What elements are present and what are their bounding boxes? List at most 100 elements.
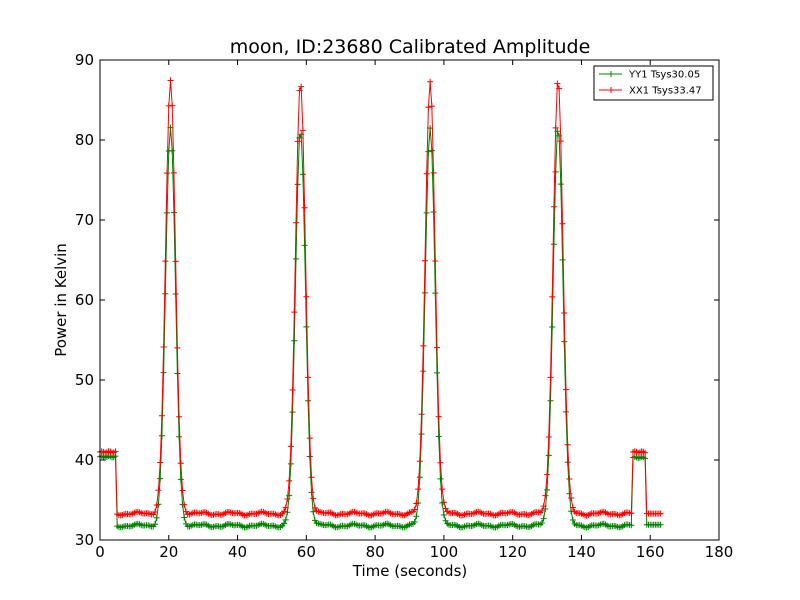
data-point: [568, 508, 575, 515]
data-point: [296, 87, 303, 94]
data-point: [562, 386, 569, 393]
data-point: [289, 386, 296, 393]
data-point: [310, 508, 317, 515]
data-point: [306, 435, 313, 442]
x-axis-label: Time (seconds): [352, 562, 468, 580]
data-point: [435, 413, 442, 420]
y-tick-label: 60: [75, 291, 94, 309]
x-tick-label: 20: [159, 543, 178, 561]
data-point: [544, 471, 551, 478]
data-point: [418, 431, 425, 438]
legend-entry: YY1 Tsys30.05: [628, 70, 700, 81]
data-point: [442, 505, 449, 512]
data-point: [556, 85, 563, 92]
data-point: [428, 103, 435, 110]
data-point: [160, 344, 167, 351]
data-point: [430, 169, 437, 176]
data-point: [112, 448, 119, 455]
data-point: [545, 452, 552, 459]
data-point: [554, 80, 561, 87]
plot-area: [97, 77, 664, 531]
data-point: [181, 501, 188, 508]
data-point: [547, 397, 554, 404]
data-point: [301, 242, 308, 249]
legend-marker: [608, 87, 614, 93]
data-point: [299, 171, 306, 178]
legend-box: [593, 65, 714, 101]
x-tick-label: 160: [636, 543, 665, 561]
data-point: [152, 521, 159, 528]
data-point: [559, 220, 566, 227]
data-point: [294, 181, 301, 188]
data-point: [561, 338, 568, 345]
data-point: [305, 397, 312, 404]
data-point: [287, 443, 294, 450]
data-point: [170, 169, 177, 176]
data-point: [421, 289, 428, 296]
data-point: [628, 522, 635, 529]
x-tick-label: 80: [366, 543, 385, 561]
data-point: [291, 309, 298, 316]
data-point: [432, 257, 439, 264]
data-point: [308, 474, 315, 481]
data-point: [153, 502, 160, 509]
data-point: [552, 168, 559, 175]
data-point: [174, 370, 181, 377]
y-tick-label: 70: [75, 211, 94, 229]
series-xx1: [97, 77, 664, 519]
data-point: [540, 503, 547, 510]
x-tick-label: 100: [430, 543, 459, 561]
data-point: [427, 78, 434, 85]
data-point: [549, 323, 556, 330]
data-point: [415, 486, 422, 493]
data-point: [420, 368, 427, 375]
data-point: [167, 77, 174, 84]
data-point: [439, 486, 446, 493]
data-point: [280, 520, 287, 527]
data-point: [298, 83, 305, 90]
x-tick-label: 120: [498, 543, 527, 561]
x-tick-label: 40: [228, 543, 247, 561]
data-point: [428, 147, 435, 154]
data-point: [289, 409, 296, 416]
data-point: [420, 342, 427, 349]
data-point: [657, 521, 664, 528]
axis-ticks: 0 20 40 60 80 100 120 140 160 180 30 40 50 60 70 80 90: [75, 51, 733, 561]
data-point: [562, 408, 569, 415]
data-point: [280, 508, 287, 515]
data-point: [423, 170, 430, 177]
data-point: [569, 516, 576, 523]
data-point: [306, 453, 313, 460]
data-point: [549, 293, 556, 300]
data-point: [172, 258, 179, 265]
y-axis-label: Power in Kelvin: [52, 243, 70, 357]
data-point: [564, 459, 571, 466]
data-point: [559, 256, 566, 263]
data-point: [172, 290, 179, 297]
data-point: [550, 241, 557, 248]
data-point: [291, 337, 298, 344]
data-point: [286, 492, 293, 499]
data-point: [305, 374, 312, 381]
x-tick-label: 180: [705, 543, 734, 561]
data-point: [293, 219, 300, 226]
data-point: [176, 433, 183, 440]
data-point: [164, 170, 171, 177]
data-point: [152, 508, 159, 515]
data-point: [179, 487, 186, 494]
y-tick-label: 90: [75, 51, 94, 69]
y-tick-label: 40: [75, 451, 94, 469]
data-point: [170, 209, 177, 216]
data-point: [308, 489, 315, 496]
data-point: [174, 344, 181, 351]
data-point: [628, 510, 635, 517]
data-point: [177, 476, 184, 483]
data-point: [301, 204, 308, 211]
data-point: [158, 432, 165, 439]
data-point: [434, 344, 441, 351]
data-point: [557, 138, 564, 145]
data-point: [287, 460, 294, 467]
data-point: [411, 506, 418, 513]
y-tick-label: 80: [75, 131, 94, 149]
data-point: [423, 209, 430, 216]
